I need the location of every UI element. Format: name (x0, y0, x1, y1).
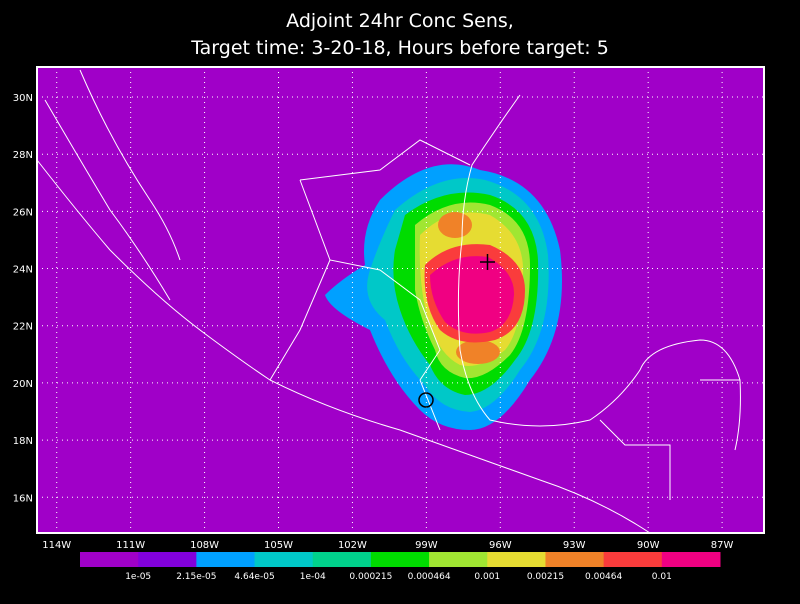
lat-tick-label: 20N (13, 379, 33, 390)
lon-tick-label: 105W (264, 540, 293, 551)
title-line: Adjoint 24hr Conc Sens, (286, 10, 514, 32)
colorbar-swatch (661, 552, 721, 567)
target-marker (480, 254, 495, 270)
map-frame (36, 66, 765, 534)
colorbar-swatch (312, 552, 372, 567)
lon-tick-label: 102W (338, 540, 367, 551)
lon-tick-label: 93W (563, 540, 586, 551)
lat-tick-label: 24N (13, 265, 33, 276)
colorbar-label: 0.000464 (408, 572, 451, 582)
colorbar-swatch (603, 552, 663, 567)
title-line: Target time: 3-20-18, Hours before targe… (190, 37, 609, 59)
lon-tick-label: 99W (415, 540, 438, 551)
colorbar-label: 0.00464 (585, 572, 622, 582)
colorbar-swatch (370, 552, 430, 567)
colorbar-swatch (487, 552, 546, 567)
graticule (37, 67, 764, 533)
colorbar-swatch (196, 552, 256, 567)
lon-tick-label: 114W (42, 540, 71, 551)
colorbar-label: 4.64e-05 (234, 572, 274, 582)
colorbar-label: 0.000215 (349, 572, 392, 582)
lon-tick-label: 96W (489, 540, 512, 551)
lon-tick-label: 111W (116, 540, 145, 551)
source-marker (418, 392, 434, 408)
colorbar-swatch (429, 552, 488, 567)
lon-tick-label: 108W (190, 540, 219, 551)
lat-tick-label: 16N (13, 493, 33, 504)
colorbar-swatch (254, 552, 314, 567)
lat-tick-label: 26N (13, 207, 33, 218)
colorbar: 1e-05 2.15e-05 4.64e-05 1e-04 0.000215 0.0004… (80, 552, 721, 582)
colorbar-label: 1e-05 (125, 572, 151, 582)
lon-tick-label: 90W (637, 540, 660, 551)
lat-tick-label: 28N (13, 150, 33, 161)
sensitivity-field (325, 164, 562, 430)
lon-tick-label: 87W (711, 540, 734, 551)
colorbar-label: 2.15e-05 (176, 572, 216, 582)
colorbar-label: 0.00215 (527, 572, 564, 582)
lat-tick-label: 30N (13, 93, 33, 104)
colorbar-label: 0.001 (474, 572, 500, 582)
axis-labels: 114W 111W 108W 105W 102W 99W 96W 93W 90W 87W 16N 18… (13, 93, 734, 551)
lat-tick-label: 18N (13, 436, 33, 447)
colorbar-swatch (80, 552, 139, 567)
colorbar-swatch (545, 552, 605, 567)
colorbar-label: 0.01 (652, 572, 672, 582)
colorbar-swatch (138, 552, 197, 567)
lat-tick-label: 22N (13, 322, 33, 333)
map-area (37, 67, 764, 533)
colorbar-label: 1e-04 (300, 572, 326, 582)
